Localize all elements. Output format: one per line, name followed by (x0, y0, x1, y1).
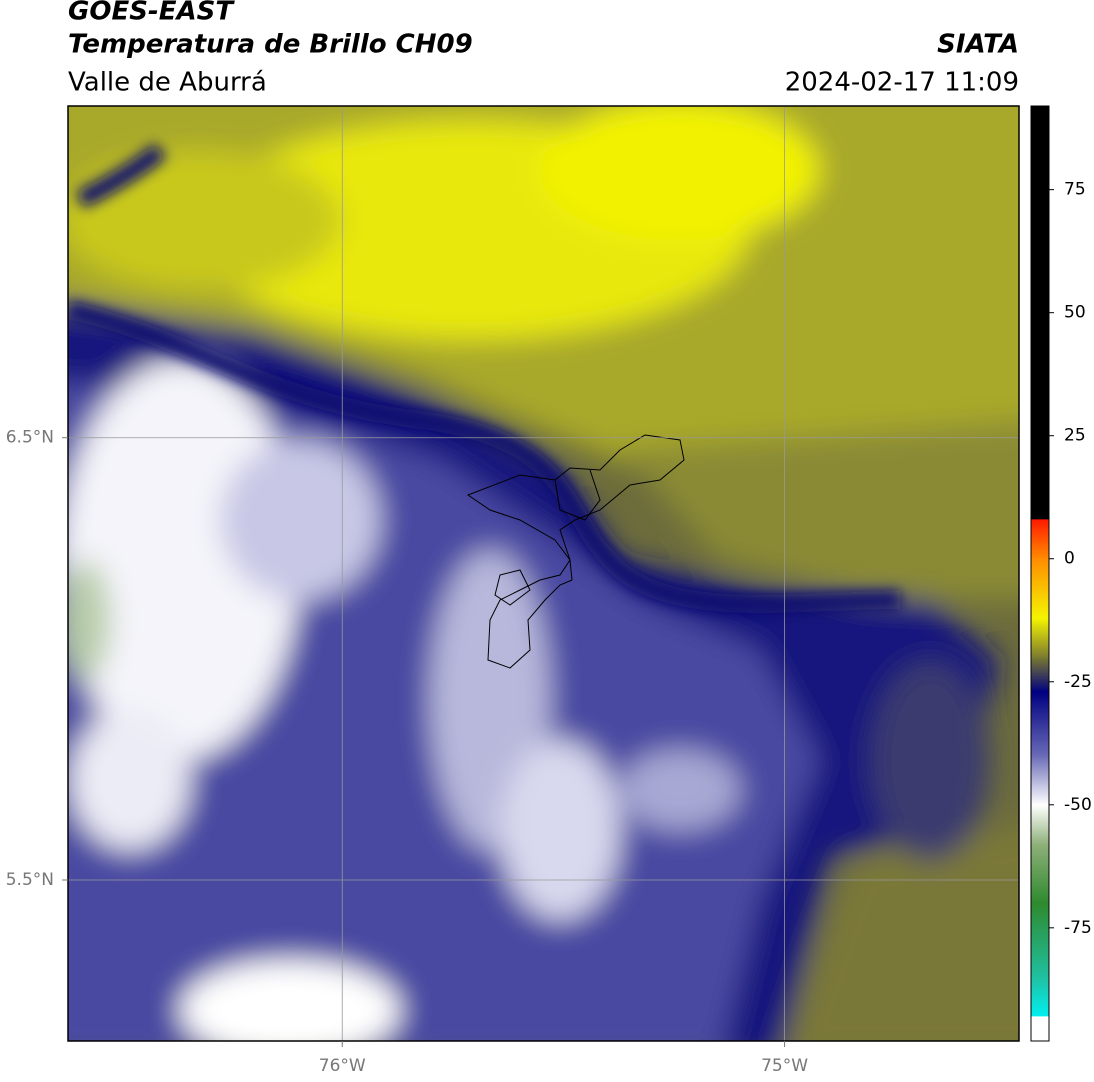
colorbar-tick-label: 25 (1064, 426, 1086, 446)
colorbar-tick-label: 50 (1064, 303, 1086, 323)
colorbar-segment (1031, 617, 1049, 658)
colorbar-segment (1031, 755, 1049, 806)
colorbar-segment (1031, 903, 1049, 978)
colorbar-segment (1031, 106, 1049, 520)
y-tick-label: 6.5°N (6, 428, 54, 448)
title: GOES-EAST (68, 0, 235, 27)
colorbar-segment (1031, 558, 1049, 619)
colorbar-segment (1031, 657, 1049, 693)
colorbar-segment (1031, 1016, 1049, 1042)
colorbar-segment (1031, 844, 1049, 904)
colorbar-segment (1031, 691, 1049, 757)
y-tick-label: 5.5°N (6, 870, 54, 890)
satellite-image (68, 106, 1019, 1041)
colorbar-tick-label: 0 (1064, 549, 1075, 569)
colorbar-segment (1031, 804, 1049, 845)
datetime: 2024-02-17 11:09 (785, 68, 1019, 98)
subtitle: Temperatura de Brillo CH09 (68, 30, 473, 60)
source: SIATA (937, 30, 1019, 60)
colorbar-tick-label: -25 (1064, 672, 1092, 692)
colorbar-segment (1031, 519, 1049, 560)
colorbar-frame (1030, 105, 1050, 1042)
region: Valle de Aburrá (68, 68, 267, 98)
map-frame (67, 105, 1020, 1042)
colorbar: -75 -50 -25 0 25 50 75 (1030, 105, 1092, 1042)
colorbar-segment (1031, 977, 1049, 1017)
x-tick-label: 76°W (319, 1056, 366, 1076)
colorbar-tick-label: 75 (1064, 180, 1086, 200)
x-tick-label: 75°W (761, 1056, 808, 1076)
colorbar-tick-label: -75 (1064, 918, 1092, 938)
colorbar-tick-label: -50 (1064, 795, 1092, 815)
graticule (68, 106, 1019, 1041)
